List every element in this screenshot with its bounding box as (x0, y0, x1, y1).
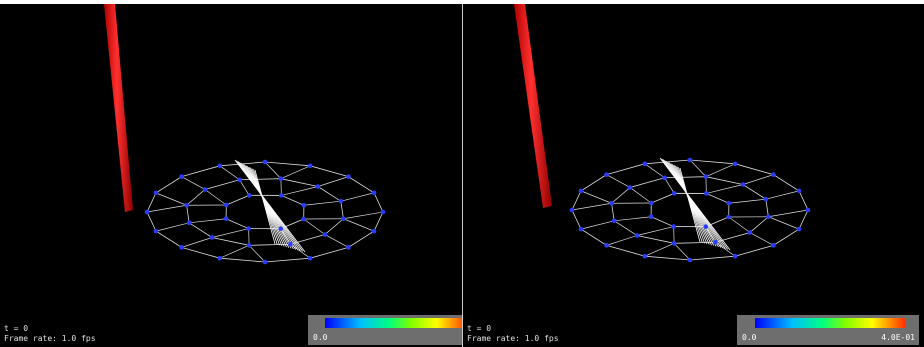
mesh-node (643, 254, 648, 259)
colorbar-min: 0.0 (742, 333, 757, 342)
mesh-node (179, 174, 184, 179)
mesh-node (672, 241, 677, 246)
mesh-node (224, 203, 229, 208)
mesh-node (741, 182, 746, 187)
mesh-node (806, 208, 811, 213)
mesh-node (612, 219, 617, 224)
mesh-node (145, 210, 150, 215)
mesh-node (263, 160, 268, 165)
mesh-node (609, 201, 614, 206)
mesh-node (643, 162, 648, 167)
mesh-node (279, 193, 284, 198)
mesh-node (604, 243, 609, 248)
viewport-bg (463, 4, 924, 347)
frame-rate: Frame rate: 1.0 fps (467, 334, 559, 343)
mesh-node (704, 191, 709, 196)
mesh-node (218, 164, 223, 169)
time-label: t = 0 (467, 324, 491, 333)
mesh-node (246, 226, 251, 231)
mesh-node (346, 174, 351, 179)
mesh-node (570, 208, 575, 213)
mesh-node (671, 224, 676, 229)
mesh-node (635, 233, 640, 238)
mesh-node (341, 216, 346, 221)
mesh-node (766, 214, 771, 219)
mesh-node (628, 185, 633, 190)
mesh-node (247, 243, 252, 248)
mesh-node (604, 172, 609, 177)
viewer: 0.0 t = 0 Frame rate: 1.0 fps 0.0 4.0E-0… (0, 0, 924, 347)
colorbar (325, 318, 468, 328)
page: {"panels": [ {"time_label": "t = 0", "fr… (0, 0, 924, 347)
mesh-node (672, 191, 677, 196)
mesh-node (154, 191, 159, 196)
mesh-node (339, 199, 344, 204)
mesh-node (733, 162, 738, 167)
mesh-node (263, 260, 268, 265)
mesh-node (649, 201, 654, 206)
mesh-node (247, 193, 252, 198)
mesh-node (224, 216, 229, 221)
mesh-node (288, 242, 293, 247)
mesh-node (316, 184, 321, 189)
mesh-node (308, 256, 313, 261)
mesh-node (771, 243, 776, 248)
mesh-node (210, 235, 215, 240)
mesh-node (748, 230, 753, 235)
mesh-node (179, 245, 184, 250)
mesh-node (727, 201, 732, 206)
mesh-node (688, 158, 693, 163)
mesh-node (301, 217, 306, 222)
viewport-right: 0.0 4.0E-01 t = 0 Frame rate: 1.0 fps (463, 4, 924, 347)
mesh-node (797, 189, 802, 194)
mesh-node (579, 227, 584, 232)
mesh-node (372, 191, 377, 196)
mesh-node (662, 175, 667, 180)
viewport-bg (0, 4, 462, 347)
frame-rate: Frame rate: 1.0 fps (4, 334, 96, 343)
viewport-left: 0.0 t = 0 Frame rate: 1.0 fps (0, 4, 468, 347)
mesh-node (279, 176, 284, 181)
mesh-node (237, 177, 242, 182)
colorbar (755, 318, 905, 328)
time-label: t = 0 (4, 324, 28, 333)
mesh-node (764, 197, 769, 202)
mesh-node (649, 214, 654, 219)
mesh-node (308, 164, 313, 169)
mesh-node (703, 224, 708, 229)
mesh-node (771, 172, 776, 177)
mesh-node (203, 187, 208, 192)
mesh-node (688, 258, 693, 263)
mesh-node (713, 240, 718, 245)
mesh-node (704, 174, 709, 179)
mesh-node (381, 210, 386, 215)
mesh-node (278, 226, 283, 231)
mesh-node (372, 229, 377, 234)
mesh-node (733, 254, 738, 259)
colorbar-min: 0.0 (313, 333, 328, 342)
mesh-node (184, 203, 189, 208)
mesh-node (218, 256, 223, 261)
mesh-node (154, 229, 159, 234)
mesh-node (579, 189, 584, 194)
mesh-node (797, 227, 802, 232)
mesh-node (346, 245, 351, 250)
mesh-node (302, 203, 307, 208)
mesh-node (726, 215, 731, 220)
mesh-node (187, 221, 192, 226)
mesh-node (323, 232, 328, 237)
colorbar-max: 4.0E-01 (881, 333, 915, 342)
